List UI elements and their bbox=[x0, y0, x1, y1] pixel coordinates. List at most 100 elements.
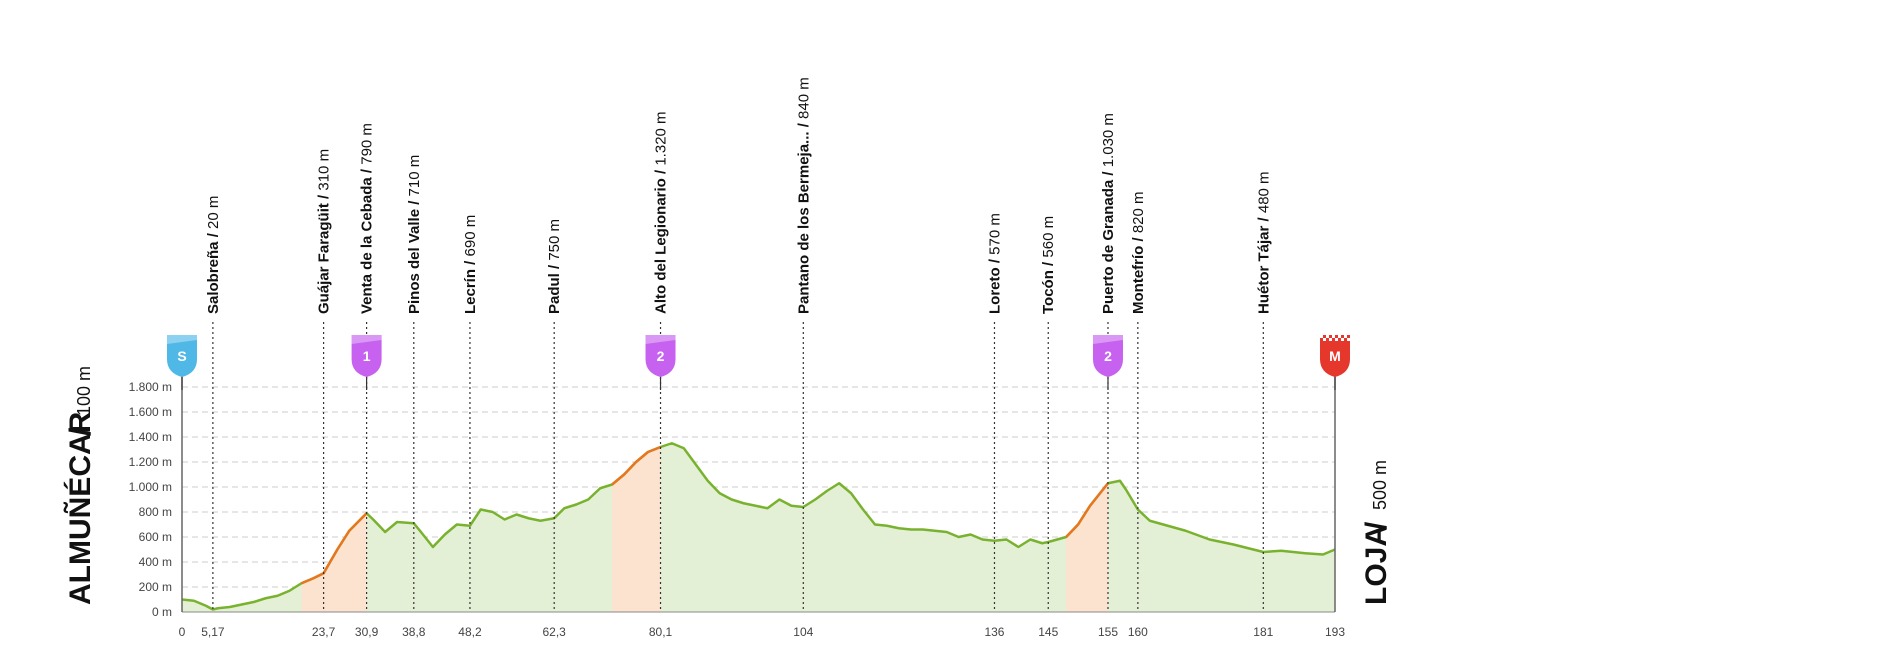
marker-shine bbox=[1092, 335, 1123, 344]
climb-fill bbox=[301, 513, 367, 612]
checker-square bbox=[1347, 338, 1350, 341]
waypoint-label: Alto del Legionario / 1.320 m bbox=[653, 111, 670, 314]
y-tick-label: 1.800 m bbox=[129, 380, 172, 394]
waypoint-label: Pantano de los Bermeja... / 840 m bbox=[795, 77, 812, 314]
waypoint-altitude: 570 m bbox=[986, 213, 1003, 255]
waypoint-altitude: 750 m bbox=[546, 219, 563, 261]
checker-square bbox=[1341, 338, 1344, 341]
marker-shield bbox=[1092, 335, 1123, 377]
waypoint-altitude: 790 m bbox=[359, 123, 376, 165]
start-altitude: 100 m bbox=[74, 366, 94, 416]
checker-square bbox=[1329, 338, 1332, 341]
waypoint-name: Pinos del Valle / bbox=[406, 196, 423, 314]
start-sep-wrap: / bbox=[64, 427, 97, 436]
climb-line bbox=[300, 512, 368, 585]
x-tick-label: 80,1 bbox=[649, 625, 673, 639]
marker-shield bbox=[167, 335, 197, 377]
marker-climb: 1 bbox=[351, 335, 382, 390]
x-tick-label: 193 bbox=[1325, 625, 1345, 639]
marker-label: 2 bbox=[657, 348, 665, 364]
waypoint-lines bbox=[212, 322, 1264, 612]
waypoint-altitude: 560 m bbox=[1040, 216, 1057, 258]
finish-altitude: 500 m bbox=[1370, 460, 1390, 510]
finish-separator: / bbox=[1360, 521, 1393, 530]
x-tick-label: 48,2 bbox=[458, 625, 482, 639]
marker-label: 2 bbox=[1104, 348, 1112, 364]
x-tick-label: 155 bbox=[1098, 625, 1118, 639]
finish-alt-wrap: 500 m bbox=[1370, 460, 1390, 510]
waypoint-name: Puerto de Granada / bbox=[1100, 167, 1117, 314]
marker-shield bbox=[645, 335, 676, 377]
start-alt-wrap: 100 m bbox=[74, 366, 94, 416]
checker-square bbox=[1344, 335, 1347, 338]
waypoint-name: Montefrío / bbox=[1130, 233, 1147, 314]
category-markers: S 1 2 2 M bbox=[167, 335, 1350, 390]
x-tick-label: 160 bbox=[1128, 625, 1148, 639]
climb-fill bbox=[612, 447, 661, 612]
marker-finish: M bbox=[1320, 335, 1350, 390]
y-tick-label: 600 m bbox=[139, 530, 172, 544]
x-tick-label: 23,7 bbox=[312, 625, 336, 639]
waypoint-label: Loreto / 570 m bbox=[986, 213, 1003, 314]
checker-square bbox=[1326, 335, 1329, 338]
waypoint-name: Padul / bbox=[546, 261, 563, 314]
marker-climb: 2 bbox=[645, 335, 676, 390]
y-axis: 0 m 200 m 400 m 600 m 800 m 1.000 m 1.200 m 1.4… bbox=[129, 350, 1336, 619]
x-tick-label: 136 bbox=[984, 625, 1004, 639]
marker-shine bbox=[351, 335, 382, 344]
marker-label: S bbox=[177, 348, 186, 364]
waypoint-altitude: 20 m bbox=[205, 196, 222, 229]
y-tick-label: 1.600 m bbox=[129, 405, 172, 419]
waypoint-label: Pinos del Valle / 710 m bbox=[406, 155, 423, 314]
marker-climb: 2 bbox=[1092, 335, 1123, 390]
waypoint-name: Lecrín / bbox=[462, 256, 479, 314]
waypoint-label: Montefrío / 820 m bbox=[1130, 191, 1147, 314]
waypoint-name: Pantano de los Bermeja... / bbox=[795, 119, 812, 314]
waypoint-label: Tocón / 560 m bbox=[1040, 216, 1057, 314]
finish-label: LOJA bbox=[1360, 525, 1393, 605]
waypoint-label: Padul / 750 m bbox=[546, 219, 563, 314]
waypoint-label: Salobreña / 20 m bbox=[205, 196, 222, 314]
climb-line bbox=[611, 445, 661, 486]
waypoint-name: Loreto / bbox=[986, 255, 1003, 314]
x-tick-label: 145 bbox=[1038, 625, 1058, 639]
waypoint-altitude: 310 m bbox=[316, 149, 333, 191]
x-tick-label: 0 bbox=[179, 625, 186, 639]
profile-area bbox=[181, 442, 1336, 613]
waypoint-labels: Salobreña / 20 m Guájar Faragüit / 310 m V… bbox=[205, 77, 1272, 314]
waypoint-label: Huétor Tájar / 480 m bbox=[1255, 171, 1272, 314]
marker-label: M bbox=[1329, 348, 1341, 364]
finish-name: LOJA bbox=[1360, 525, 1393, 605]
waypoint-label: Lecrín / 690 m bbox=[462, 215, 479, 314]
marker-shine bbox=[167, 335, 197, 344]
waypoint-name: Tocón / bbox=[1040, 258, 1057, 314]
x-tick-label: 62,3 bbox=[543, 625, 567, 639]
marker-shield bbox=[1320, 335, 1350, 377]
x-axis: 0 5,17 23,7 30,9 38,8 48,2 62,3 80,1 104 136 145 15… bbox=[179, 625, 1346, 639]
waypoint-label: Guájar Faragüit / 310 m bbox=[316, 149, 333, 314]
y-tick-label: 1.400 m bbox=[129, 430, 172, 444]
waypoint-name: Venta de la Cebada / bbox=[359, 165, 376, 314]
waypoint-name: Alto del Legionario / bbox=[653, 166, 670, 314]
y-tick-label: 1.200 m bbox=[129, 455, 172, 469]
waypoint-altitude: 840 m bbox=[795, 77, 812, 119]
waypoint-label: Venta de la Cebada / 790 m bbox=[359, 123, 376, 314]
x-tick-label: 38,8 bbox=[402, 625, 426, 639]
checker-square bbox=[1338, 335, 1341, 338]
waypoint-altitude: 480 m bbox=[1255, 171, 1272, 213]
start-name: ALMUÑÉCAR bbox=[63, 411, 97, 605]
marker-shine bbox=[645, 335, 676, 344]
y-tick-label: 200 m bbox=[139, 580, 172, 594]
climb-fill bbox=[1066, 483, 1108, 612]
waypoint-label: Puerto de Granada / 1.030 m bbox=[1100, 113, 1117, 314]
waypoint-altitude: 1.320 m bbox=[653, 111, 670, 165]
waypoint-altitude: 820 m bbox=[1130, 191, 1147, 233]
start-label: ALMUÑÉCAR bbox=[63, 411, 97, 605]
x-tick-label: 181 bbox=[1253, 625, 1273, 639]
finish-sep-wrap: / bbox=[1360, 521, 1393, 530]
checker-square bbox=[1320, 335, 1323, 338]
x-tick-label: 5,17 bbox=[201, 625, 225, 639]
y-tick-label: 400 m bbox=[139, 555, 172, 569]
waypoint-name: Huétor Tájar / bbox=[1255, 213, 1272, 314]
